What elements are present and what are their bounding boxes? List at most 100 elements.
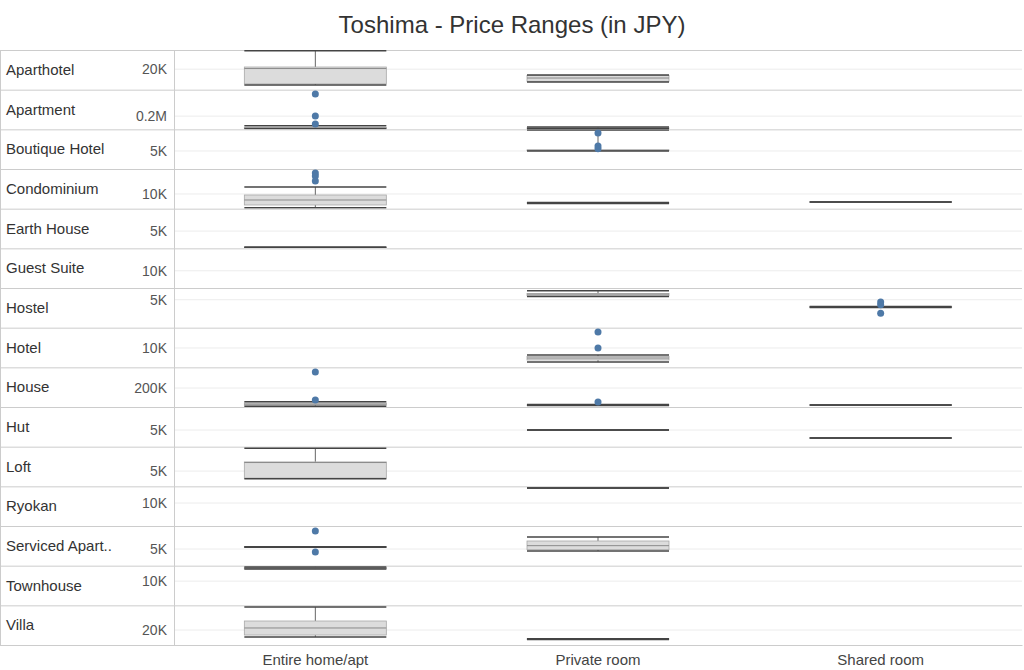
plot-area (527, 329, 669, 362)
y-tick: 5K (150, 541, 174, 557)
row-label: Apartment (6, 101, 76, 118)
median (244, 462, 386, 463)
y-tick: 10K (142, 573, 174, 589)
row: Boutique Hotel5K (0, 130, 1022, 170)
box (527, 488, 669, 489)
whisker-cap (244, 405, 386, 407)
box (527, 638, 669, 639)
median (244, 68, 386, 69)
whisker-cap (527, 639, 669, 641)
y-tick: 10K (142, 186, 174, 202)
y-axis-line (174, 606, 175, 646)
y-axis-line (174, 209, 175, 249)
median (244, 199, 386, 200)
y-tick-label: 20K (142, 622, 168, 638)
y-axis-line (174, 289, 175, 329)
box (527, 294, 669, 296)
plot-area (244, 91, 669, 129)
row-divider (0, 50, 1022, 51)
y-tick-label: 5K (150, 463, 168, 479)
outlier (595, 344, 602, 351)
y-tick: 20K (142, 622, 174, 638)
row-label: Hostel (6, 299, 49, 316)
whisker-cap (810, 437, 952, 439)
chart-svg: Toshima - Price Ranges (in JPY)Aparthote… (0, 0, 1024, 670)
row: House200K (0, 368, 1022, 408)
row: Loft 5K (0, 447, 1022, 487)
grid-line (174, 193, 1022, 194)
whisker-cap (244, 84, 386, 86)
outlier (595, 130, 602, 137)
median (527, 430, 669, 431)
y-tick: 5K (150, 223, 174, 239)
row: Hotel 10K (0, 328, 1022, 368)
row: Ryokan10K (0, 487, 1022, 527)
box (527, 127, 669, 128)
row-divider (0, 645, 1022, 646)
median (244, 568, 386, 569)
median (244, 128, 386, 129)
row-divider (0, 526, 1022, 527)
outlier (312, 121, 319, 128)
y-tick: 5K (150, 143, 174, 159)
median (244, 404, 386, 405)
grid-line (174, 299, 1022, 300)
row-label: Aparthotel (6, 61, 74, 78)
row-label: Villa (6, 616, 35, 633)
y-axis: 200K (134, 368, 174, 408)
y-axis: 20K (142, 51, 174, 91)
box (810, 438, 952, 439)
row-divider (0, 486, 1022, 487)
y-axis-line (174, 447, 175, 487)
row: Townhouse10K (0, 566, 1022, 606)
whisker (315, 448, 316, 462)
y-tick: 200K (134, 380, 174, 396)
plot-area (244, 368, 951, 406)
grid-line (174, 116, 1022, 117)
y-tick-label: 200K (134, 380, 167, 396)
whisker-cap (810, 201, 952, 203)
row-label: Loft (6, 458, 32, 475)
outlier (312, 528, 319, 535)
outlier (877, 310, 884, 317)
whisker-cap (810, 201, 952, 203)
whisker-cap (244, 568, 386, 570)
y-axis-line (174, 130, 175, 170)
whisker-cap (244, 546, 386, 548)
whisker-cap (244, 547, 386, 549)
y-axis: 20K (142, 606, 174, 646)
plot-area (244, 169, 951, 207)
y-tick: 20K (142, 61, 174, 77)
box (244, 67, 386, 84)
plot-area (244, 51, 669, 85)
y-axis-line (174, 368, 175, 408)
whisker-cap (810, 404, 952, 406)
grid-line (174, 581, 1022, 582)
y-axis-line (174, 170, 175, 210)
median (810, 438, 952, 439)
outlier (312, 113, 319, 120)
y-axis-line (174, 408, 175, 448)
y-tick: 5K (150, 422, 174, 438)
row: Hut5K (0, 408, 1022, 448)
x-tick-label: Shared room (837, 651, 924, 668)
row-divider (0, 367, 1022, 368)
plot-area (527, 430, 952, 438)
box (244, 462, 386, 478)
whisker-cap (527, 429, 669, 431)
median (244, 547, 386, 548)
y-tick: 0.2M (136, 108, 174, 124)
y-tick-label: 5K (150, 223, 168, 239)
whisker-cap (244, 478, 386, 480)
box (244, 195, 386, 205)
whisker-cap (527, 74, 669, 76)
row-label: Hotel (6, 339, 41, 356)
row-divider (0, 169, 1022, 170)
median (810, 405, 952, 406)
y-tick: 10K (142, 340, 174, 356)
row: Guest Suite10K (0, 249, 1022, 289)
outlier (312, 549, 319, 556)
whisker-cap (527, 128, 669, 129)
whisker-cap (244, 186, 386, 188)
plot-area (244, 567, 386, 569)
